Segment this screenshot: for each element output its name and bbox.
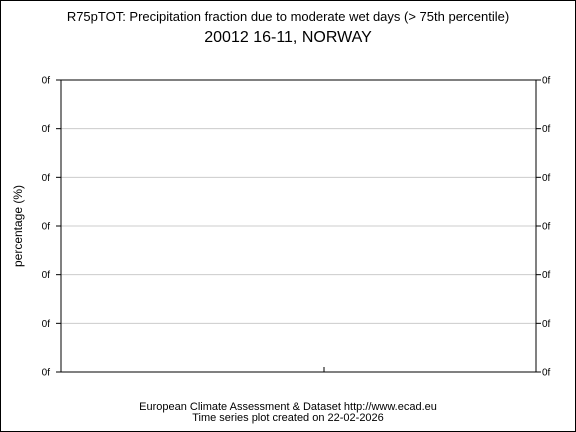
y-tick-label-left: 0f [42,76,51,87]
chart-subtitle: 20012 16-11, NORWAY [204,29,372,46]
y-tick-label-right: 0f [542,270,551,281]
y-axis-label: percentage (%) [11,185,25,267]
y-tick-label-left: 0f [42,270,51,281]
y-tick-label-right: 0f [542,368,551,379]
y-ticks-left: 0f 0f 0f 0f 0f 0f 0f [42,76,61,379]
y-ticks-right: 0f 0f 0f 0f 0f 0f 0f [536,76,551,379]
footer-created: Time series plot created on 22-02-2026 [192,412,384,424]
y-tick-label-right: 0f [542,173,551,184]
footer-source: European Climate Assessment & Dataset ht… [139,401,437,413]
y-tick-label-left: 0f [42,124,51,135]
y-tick-label-left: 0f [42,173,51,184]
y-tick-label-right: 0f [542,222,551,233]
y-tick-label-right: 0f [542,124,551,135]
y-tick-label-right: 0f [542,76,551,87]
grid-lines [61,128,536,324]
y-tick-label-right: 0f [542,319,551,330]
y-tick-label-left: 0f [42,319,51,330]
y-tick-label-left: 0f [42,368,51,379]
y-tick-label-left: 0f [42,222,51,233]
chart-title: R75pTOT: Precipitation fraction due to m… [67,9,509,24]
